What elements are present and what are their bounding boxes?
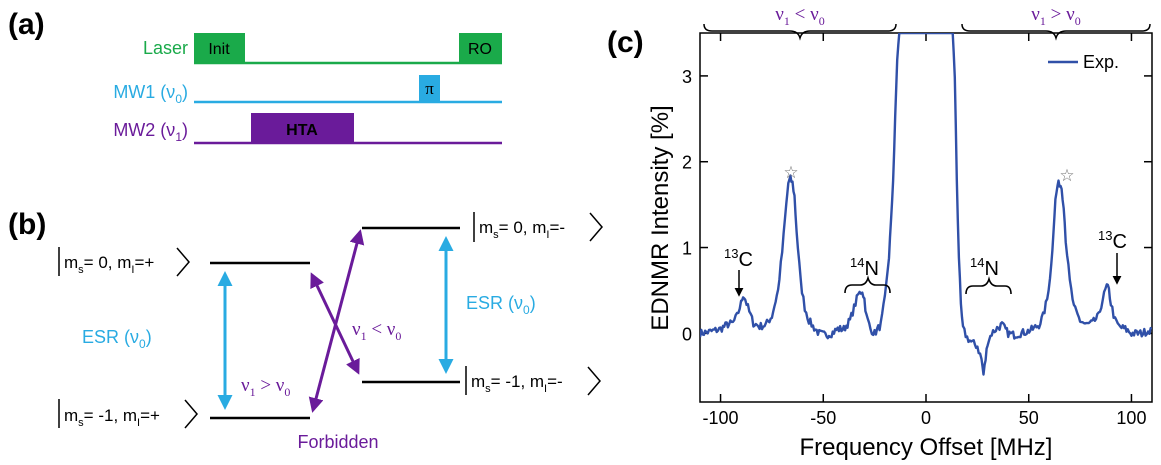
svg-text:ms= 0, mI=+: ms= 0, mI=+	[64, 253, 154, 276]
n14-brace-left	[844, 275, 891, 294]
panel-b-label: (b)	[8, 208, 46, 241]
n14-label-right: 14N	[970, 255, 999, 280]
init-pulse-label: Init	[208, 41, 230, 58]
plot-area	[700, 33, 1152, 376]
star-marker-right: ☆	[1059, 166, 1074, 185]
forbidden-arrow-2	[310, 272, 360, 375]
ket-right-top: ms= 0, mI=-	[473, 212, 603, 242]
y-axis-label: EDNMR Intensity [%]	[647, 105, 674, 330]
y-tick-label: 0	[682, 324, 692, 344]
y-axis-ticks: 0 1 2 3	[682, 67, 1152, 344]
x-tick-label: 100	[1116, 408, 1146, 428]
n14-label-left: 14N	[850, 255, 879, 280]
y-tick-label: 1	[682, 239, 692, 259]
ro-pulse	[459, 33, 502, 63]
x-tick-label: -50	[810, 408, 836, 428]
x-axis-ticks: -100 -50 0 50 100	[703, 33, 1146, 428]
hta-pulse	[251, 113, 354, 143]
esr-label-right: ESR (ν0)	[466, 293, 536, 317]
y-tick-label: 3	[682, 67, 692, 87]
region-label-left: ν1 < ν0	[775, 4, 824, 28]
svg-text:ms= 0, mI=-: ms= 0, mI=-	[479, 218, 565, 241]
series-exp-line	[700, 33, 1152, 376]
esr-label-left: ESR (ν0)	[82, 327, 152, 351]
ket-left-bottom: ms= -1, mI=+	[58, 399, 198, 429]
panel-c-label: (c)	[607, 26, 644, 59]
c13-label-right: 13C	[1098, 228, 1127, 253]
panel-a-label: (a)	[8, 8, 45, 41]
region-brace-right	[961, 23, 1151, 41]
x-tick-label: -100	[703, 408, 739, 428]
svg-text:ms= -1, mI=+: ms= -1, mI=+	[64, 406, 160, 429]
pi-pulse	[419, 75, 440, 102]
mw1-label: MW1 (ν0)	[113, 82, 188, 106]
legend-label: Exp.	[1083, 52, 1119, 72]
region-label-right: ν1 > ν0	[1031, 4, 1080, 28]
ket-left-top: ms= 0, mI=+	[58, 247, 190, 277]
ro-pulse-label: RO	[468, 41, 492, 58]
c13-label-left: 13C	[724, 246, 753, 271]
region-brace-left	[703, 23, 897, 41]
ket-right-bottom: ms= -1, mI=-	[465, 366, 601, 396]
mw2-label: MW2 (ν1)	[113, 120, 188, 144]
x-axis-label: Frequency Offset [MHz]	[800, 434, 1053, 461]
hta-pulse-label: HTA	[286, 122, 318, 139]
forbidden-label: Forbidden	[297, 432, 378, 452]
x-tick-label: 50	[1019, 408, 1039, 428]
condition-lt: ν1 < ν0	[352, 319, 401, 343]
y-tick-label: 2	[682, 153, 692, 173]
x-tick-label: 0	[921, 408, 931, 428]
laser-label: Laser	[143, 38, 188, 58]
init-pulse	[194, 33, 245, 63]
plot-frame	[699, 32, 1153, 403]
n14-brace-right	[965, 276, 1012, 295]
condition-gt: ν1 > ν0	[241, 375, 290, 399]
pi-pulse-label: π	[425, 79, 434, 98]
svg-text:ms= -1, mI=-: ms= -1, mI=-	[471, 372, 563, 395]
star-marker-left: ☆	[783, 163, 798, 182]
